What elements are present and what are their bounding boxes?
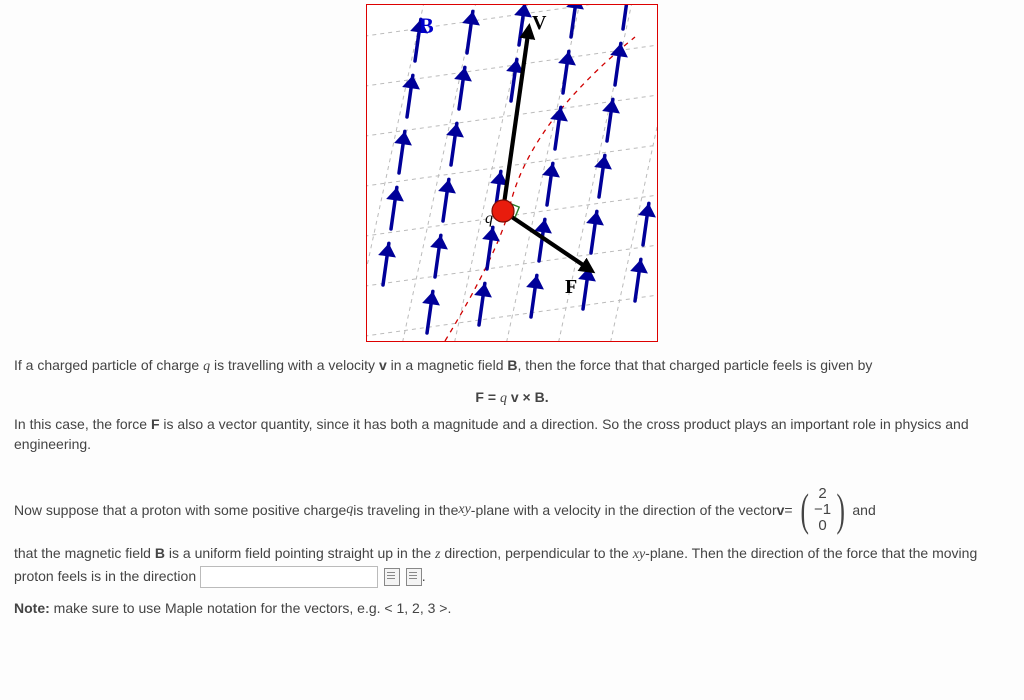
velocity-vector: ( 2 −1 0 ) (797, 486, 849, 533)
p1b: is travelling with a velocity (210, 357, 379, 373)
p1d: , then the force that that charged parti… (518, 357, 873, 373)
svg-text:V: V (532, 12, 547, 34)
p4c: direction, perpendicular to the (441, 545, 633, 561)
sym-v: v (379, 357, 387, 373)
paragraph-4: that the magnetic field B is a uniform f… (14, 543, 1010, 588)
preview-icon[interactable] (406, 568, 422, 586)
rparen: ) (836, 487, 844, 533)
svg-text:F: F (565, 276, 577, 298)
note-label: Note: (14, 600, 50, 616)
sym-B-2: B (155, 545, 165, 561)
note-line: Note: make sure to use Maple notation fo… (14, 598, 1010, 618)
p3b: is traveling in the (353, 500, 458, 520)
p3d: and (852, 500, 875, 520)
xy-2: xy (633, 547, 645, 562)
eq-B: B. (531, 389, 549, 405)
paragraph-3: Now suppose that a proton with some posi… (14, 486, 1010, 533)
p4b: is a uniform field pointing straight up … (165, 545, 435, 561)
sym-B: B (507, 357, 517, 373)
eq-F: F (475, 389, 484, 405)
lorentz-force-figure: B Vq F (366, 4, 658, 342)
svg-text:q: q (485, 210, 493, 227)
v0: 2 (818, 486, 826, 502)
paragraph-2: In this case, the force F is also a vect… (14, 414, 1010, 455)
sym-F: F (151, 416, 160, 432)
p1c: in a magnetic field (387, 357, 508, 373)
svg-text:B: B (419, 13, 434, 38)
equation-editor-icon[interactable] (384, 568, 400, 586)
force-equation: F = q v × B. (14, 387, 1010, 409)
v2: 0 (818, 518, 826, 534)
paragraph-1: If a charged particle of charge q is tra… (14, 355, 1010, 377)
p3a: Now suppose that a proton with some posi… (14, 500, 346, 520)
eq-v: v (507, 389, 523, 405)
eq-times: × (523, 389, 531, 405)
lparen: ( (800, 487, 808, 533)
note-body: make sure to use Maple notation for the … (50, 600, 452, 616)
vector-column: 2 −1 0 (812, 486, 833, 533)
p4a: that the magnetic field (14, 545, 155, 561)
p2a: In this case, the force (14, 416, 151, 432)
problem-body: If a charged particle of charge q is tra… (0, 345, 1024, 634)
v1: −1 (814, 502, 831, 518)
p1a: If a charged particle of charge (14, 357, 203, 373)
xy-1: xy (458, 500, 470, 520)
eq-q: q (500, 391, 507, 406)
p3c: -plane with a velocity in the direction … (471, 500, 777, 520)
sym-q-2: q (346, 500, 353, 520)
answer-input[interactable] (200, 566, 378, 588)
eqsym: = (784, 500, 792, 520)
period: . (422, 568, 426, 584)
eq-eq: = (484, 389, 500, 405)
figure-container: B Vq F (0, 0, 1024, 345)
vec-v: v (777, 500, 785, 520)
